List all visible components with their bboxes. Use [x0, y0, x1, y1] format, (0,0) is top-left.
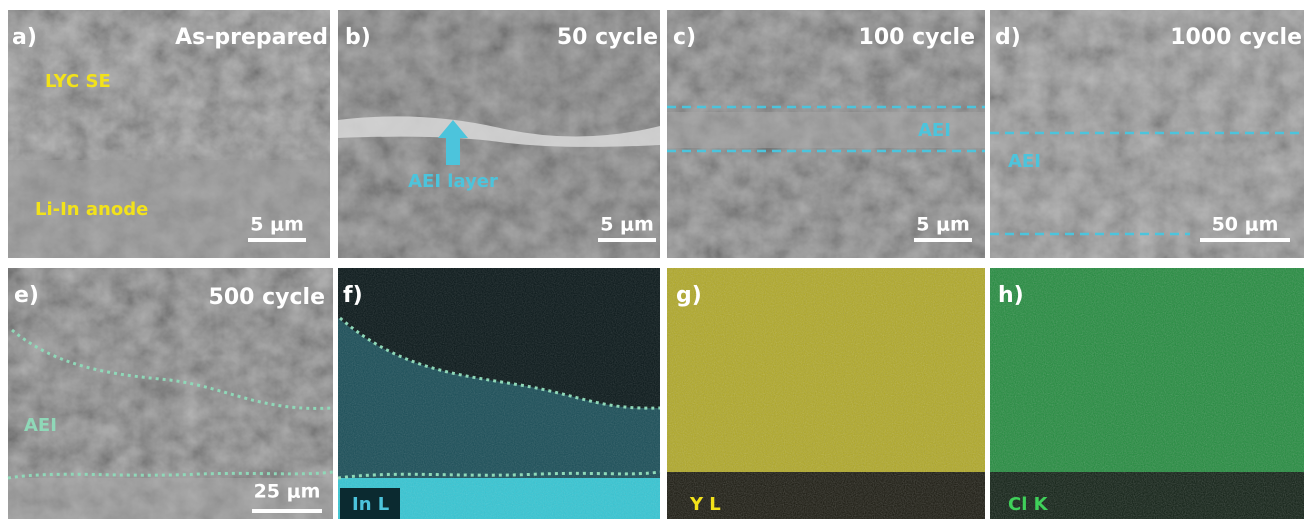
panel-b: b) 50 cycle AEI layer 5 μm: [338, 10, 660, 258]
panel-d: d) 1000 cycle AEI 50 μm: [990, 10, 1304, 258]
scale-bar: [598, 238, 656, 242]
scale-label: 5 μm: [250, 214, 304, 236]
scale-label: 50 μm: [1212, 214, 1279, 236]
texture: [338, 268, 660, 519]
annotation: AEI: [24, 415, 57, 436]
annotation: Li-In anode: [35, 199, 148, 220]
panel-label: h): [998, 283, 1024, 308]
panel-h: h) Cl K: [990, 268, 1304, 519]
texture: [667, 268, 985, 519]
panel-label: d): [995, 25, 1021, 50]
panel-g: g) Y L: [667, 268, 985, 519]
panel-title: 50 cycle: [557, 25, 658, 50]
panel-label: c): [673, 25, 696, 50]
panel-label: a): [12, 25, 37, 50]
panel-label: e): [14, 283, 39, 308]
annotation: AEI: [918, 120, 951, 141]
annotation: LYC SE: [45, 71, 111, 92]
annotation: In L: [352, 494, 389, 515]
panel-label: b): [345, 25, 371, 50]
annotation: Cl K: [1008, 494, 1049, 515]
panel-c: c) 100 cycle AEI 5 μm: [667, 10, 985, 258]
panel-title: 1000 cycle: [1170, 25, 1302, 50]
scale-bar: [1200, 238, 1290, 242]
panel-title: 500 cycle: [209, 285, 325, 310]
panel-e: e) 500 cycle AEI 25 μm: [8, 268, 333, 519]
annotation: Y L: [689, 494, 721, 515]
panel-label: g): [676, 283, 702, 308]
annotation: AEI: [1008, 151, 1041, 172]
panel-a: a) As-prepared LYC SE Li-In anode 5 μm: [8, 10, 330, 258]
scale-label: 5 μm: [600, 214, 654, 236]
scale-bar: [252, 509, 322, 513]
scale-label: 25 μm: [254, 481, 321, 503]
panel-title: 100 cycle: [859, 25, 975, 50]
scale-bar: [914, 238, 972, 242]
texture: [990, 268, 1304, 519]
panel-label: f): [343, 283, 363, 308]
scale-label: 5 μm: [916, 214, 970, 236]
figure: a) As-prepared LYC SE Li-In anode 5 μm b…: [0, 0, 1304, 519]
panel-f: f) In L: [338, 268, 660, 519]
annotation: AEI layer: [408, 171, 498, 192]
panel-title: As-prepared: [175, 25, 328, 50]
scale-bar: [248, 238, 306, 242]
